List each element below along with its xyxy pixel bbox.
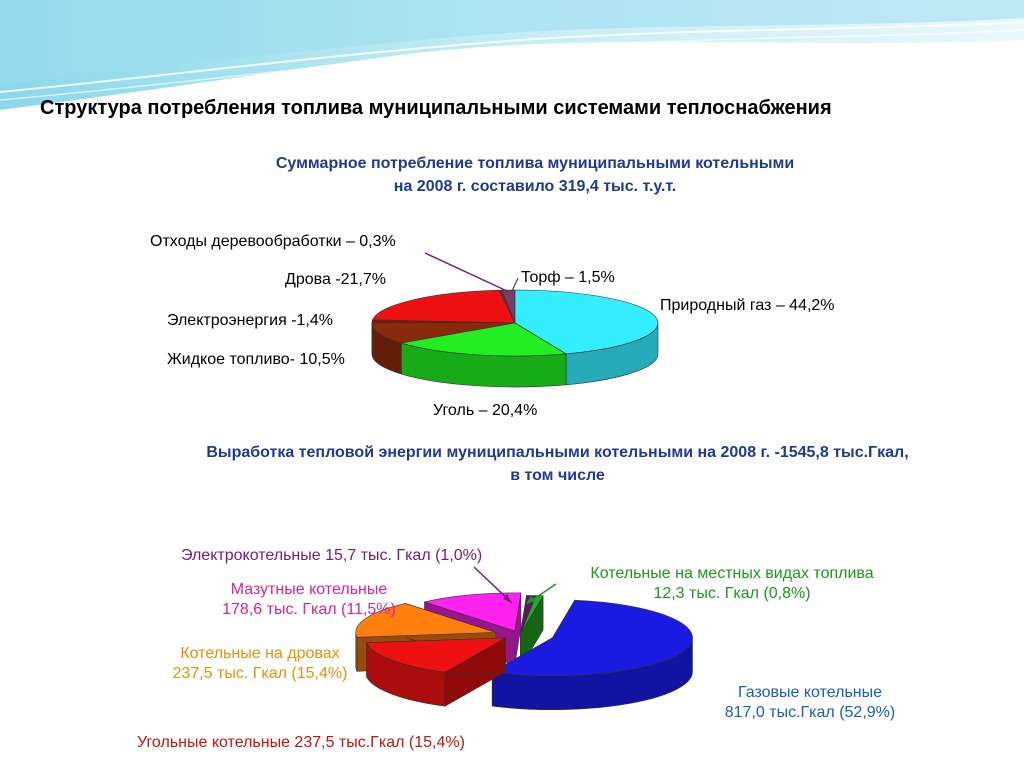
chart2-label-gas-boilers-line2: 817,0 тыс.Гкал (52,9%) <box>724 704 896 721</box>
chart2-slices <box>355 592 693 711</box>
chart1-title-line2: на 2008 г. составило 319,4 тыс. т.у.т. <box>393 178 677 195</box>
chart1-leader-peat <box>511 277 519 292</box>
chart1-label-peat: Торф – 1,5% <box>521 269 615 286</box>
chart1-title: Суммарное потребление топлива муниципаль… <box>160 152 910 198</box>
chart2-label-gas-boilers: Газовые котельные 817,0 тыс.Гкал (52,9%) <box>700 683 920 723</box>
chart2-label-electric-boilers: Электрокотельные 15,7 тыс. Гкал (1,0%) <box>181 546 482 566</box>
chart2-label-fuel-oil-boilers-line2: 178,6 тыс. Гкал (11,5%) <box>222 601 396 618</box>
chart1-label-coal: Уголь – 20,4% <box>433 402 538 419</box>
chart1-leader-wood-waste <box>424 252 508 292</box>
page-title: Структура потребления топлива муниципаль… <box>40 97 832 119</box>
chart2-label-gas-boilers-line1: Газовые котельные <box>737 684 883 701</box>
chart2-label-local-fuel-boilers-line1: Котельные на местных видах топлива <box>590 565 874 582</box>
chart2-label-coal-boilers-line1: Угольные котельные 237,5 тыс.Гкал (15,4%… <box>137 734 465 751</box>
chart2-label-fuel-oil-boilers-line1: Мазутные котельные <box>230 581 388 598</box>
chart1-label-electricity: Электроэнергия -1,4% <box>167 312 333 329</box>
chart2-leader-electric-arrow <box>503 594 512 603</box>
leader-lines <box>424 252 557 604</box>
chart2-label-local-fuel-boilers-line2: 12,3 тыс. Гкал (0,8%) <box>653 585 811 602</box>
chart2-label-firewood-boilers: Котельные на дровах 237,5 тыс. Гкал (15,… <box>150 644 370 684</box>
chart2-label-coal-boilers: Угольные котельные 237,5 тыс.Гкал (15,4%… <box>137 733 465 753</box>
chart1-slice-1 <box>401 322 567 388</box>
chart1-slices <box>371 289 659 388</box>
chart2-title-line1: Выработка тепловой энергии муниципальным… <box>206 444 909 461</box>
chart1-label-wood-waste: Отходы деревообработки – 0,3% <box>150 233 396 250</box>
chart2-slice-5 <box>520 594 544 669</box>
chart1-label-gas: Природный газ – 44,2% <box>660 297 835 314</box>
chart2-leader-local-fuel-arrow <box>526 596 535 604</box>
chart2-slice-0 <box>491 599 693 711</box>
chart2-label-firewood-boilers-line2: 237,5 тыс. Гкал (15,4%) <box>172 665 348 682</box>
chart2-label-firewood-boilers-line1: Котельные на дровах <box>180 645 340 662</box>
chart1-label-liquid-fuel: Жидкое топливо- 10,5% <box>167 351 345 368</box>
chart1-label-firewood: Дрова -21,7% <box>285 271 386 288</box>
chart1-title-line1: Суммарное потребление топлива муниципаль… <box>275 155 795 172</box>
chart2-title-line2: в том числе <box>510 467 605 484</box>
chart2-label-fuel-oil-boilers: Мазутные котельные 178,6 тыс. Гкал (11,5… <box>198 580 420 620</box>
chart2-slice-1 <box>366 637 506 707</box>
chart2-title: Выработка тепловой энергии муниципальным… <box>80 441 1024 487</box>
chart2-label-local-fuel-boilers: Котельные на местных видах топлива 12,3 … <box>552 564 912 604</box>
chart2-label-electric-boilers-line1: Электрокотельные 15,7 тыс. Гкал (1,0%) <box>181 547 483 564</box>
